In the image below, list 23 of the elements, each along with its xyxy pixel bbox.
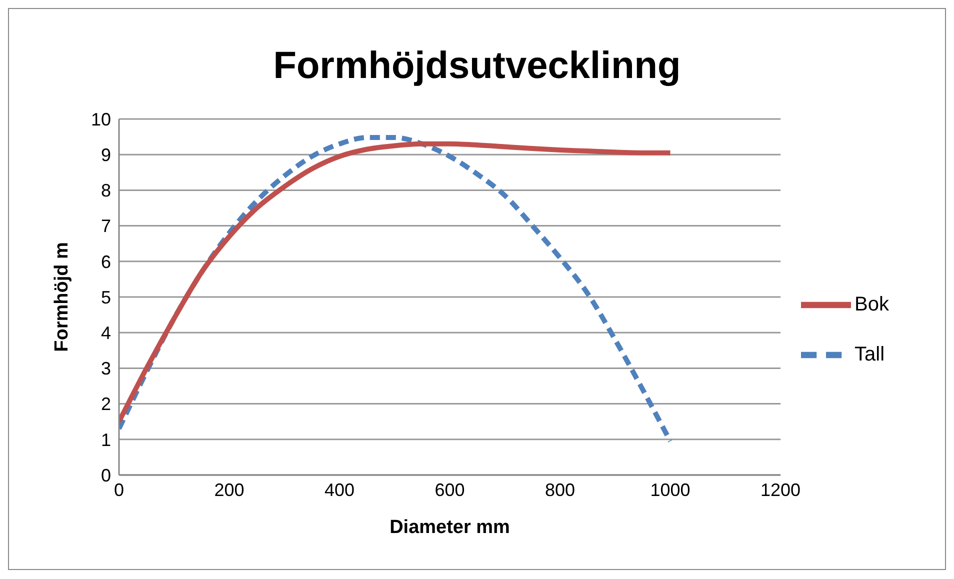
y-tick-label: 9 <box>100 144 111 165</box>
y-tick-label: 10 <box>90 109 111 130</box>
x-tick-label: 0 <box>114 480 124 500</box>
y-tick-label: 2 <box>100 394 111 414</box>
y-tick-label: 5 <box>100 287 111 308</box>
y-tick-label: 1 <box>100 430 111 450</box>
y-tick-label: 4 <box>100 322 111 343</box>
x-axis-title: Diameter mm <box>390 517 510 538</box>
x-tick-label: 600 <box>434 480 465 500</box>
y-tick-label: 7 <box>100 216 111 236</box>
x-tick-label: 1000 <box>650 480 690 500</box>
legend-label: Tall <box>854 343 885 366</box>
legend-label: Bok <box>854 293 889 316</box>
chart-title: Formhöjdsutvecklinng <box>272 45 682 89</box>
x-tick-label: 800 <box>544 480 576 500</box>
y-tick-label: 6 <box>100 252 111 272</box>
y-tick-label: 0 <box>100 465 111 486</box>
x-tick-label: 1200 <box>760 480 801 500</box>
x-tick-label: 400 <box>324 480 355 500</box>
y-tick-label: 3 <box>100 358 111 379</box>
y-tick-label: 8 <box>100 180 111 201</box>
x-tick-label: 200 <box>214 480 244 500</box>
y-axis-title: Formhöjd m <box>52 242 73 352</box>
